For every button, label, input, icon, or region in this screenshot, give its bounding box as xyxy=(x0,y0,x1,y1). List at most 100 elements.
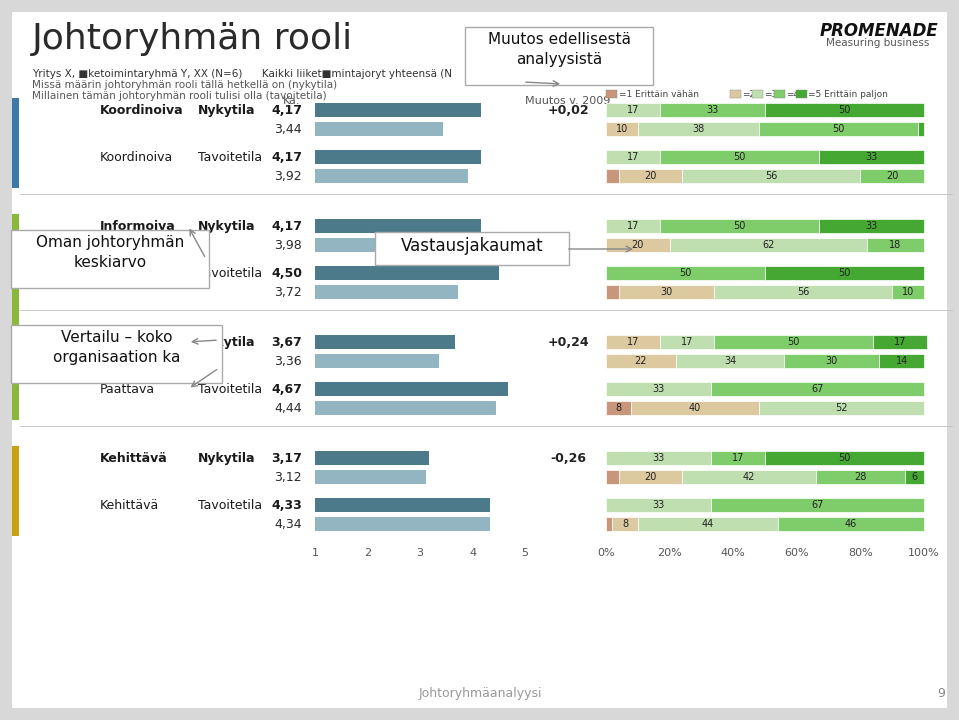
FancyBboxPatch shape xyxy=(11,325,222,383)
FancyBboxPatch shape xyxy=(315,285,457,299)
Text: =2: =2 xyxy=(742,90,756,99)
Text: 33: 33 xyxy=(865,221,877,231)
FancyBboxPatch shape xyxy=(606,451,711,465)
Text: 50: 50 xyxy=(679,268,691,278)
Text: 20: 20 xyxy=(632,240,644,250)
Text: Nykytila: Nykytila xyxy=(198,220,255,233)
Text: 6: 6 xyxy=(911,472,918,482)
FancyBboxPatch shape xyxy=(12,446,19,536)
FancyBboxPatch shape xyxy=(711,382,924,396)
FancyBboxPatch shape xyxy=(315,219,481,233)
Text: Nykytila: Nykytila xyxy=(198,452,255,465)
Text: Muutos v. 2009: Muutos v. 2009 xyxy=(526,96,611,106)
Text: +0,02: +0,02 xyxy=(548,104,589,117)
Text: 8: 8 xyxy=(616,403,621,413)
Text: 18: 18 xyxy=(889,240,901,250)
Text: 33: 33 xyxy=(652,500,665,510)
Text: =3: =3 xyxy=(764,90,778,99)
Text: 17: 17 xyxy=(627,105,640,115)
FancyBboxPatch shape xyxy=(638,122,759,136)
Text: Nykytila: Nykytila xyxy=(198,104,255,117)
Text: 52: 52 xyxy=(835,403,848,413)
Text: 4,17: 4,17 xyxy=(271,151,302,164)
FancyBboxPatch shape xyxy=(606,219,660,233)
FancyBboxPatch shape xyxy=(12,12,947,708)
Text: 50: 50 xyxy=(787,337,800,347)
FancyBboxPatch shape xyxy=(606,266,765,280)
Text: 3,36: 3,36 xyxy=(274,355,302,368)
FancyBboxPatch shape xyxy=(631,401,759,415)
FancyBboxPatch shape xyxy=(682,470,816,484)
Text: 4,67: 4,67 xyxy=(271,383,302,396)
FancyBboxPatch shape xyxy=(676,354,784,368)
Text: +0,24: +0,24 xyxy=(548,336,589,349)
Text: 17: 17 xyxy=(894,337,906,347)
Text: 10: 10 xyxy=(902,287,914,297)
Text: 3,17: 3,17 xyxy=(271,452,302,465)
Text: Koordinoiva: Koordinoiva xyxy=(100,151,174,164)
Text: 3,92: 3,92 xyxy=(274,170,302,183)
FancyBboxPatch shape xyxy=(315,354,439,368)
Text: 50: 50 xyxy=(832,124,844,134)
Text: 4,17: 4,17 xyxy=(271,220,302,233)
FancyBboxPatch shape xyxy=(711,498,924,512)
Text: 100%: 100% xyxy=(908,548,940,558)
Text: 28: 28 xyxy=(854,472,867,482)
Text: 30: 30 xyxy=(661,287,672,297)
Text: 14: 14 xyxy=(896,356,908,366)
FancyBboxPatch shape xyxy=(315,103,481,117)
Text: =5 Erittäin paljon: =5 Erittäin paljon xyxy=(808,90,888,99)
Text: 44: 44 xyxy=(702,519,713,529)
FancyBboxPatch shape xyxy=(765,266,924,280)
FancyBboxPatch shape xyxy=(606,238,669,252)
FancyBboxPatch shape xyxy=(606,150,660,164)
Text: 40%: 40% xyxy=(721,548,745,558)
FancyBboxPatch shape xyxy=(759,401,924,415)
Text: 62: 62 xyxy=(762,240,774,250)
Text: 4,33: 4,33 xyxy=(271,499,302,512)
Text: 2: 2 xyxy=(363,548,371,558)
FancyBboxPatch shape xyxy=(606,169,619,183)
FancyBboxPatch shape xyxy=(873,335,927,349)
FancyBboxPatch shape xyxy=(11,230,209,288)
FancyBboxPatch shape xyxy=(867,238,924,252)
Text: 5: 5 xyxy=(522,548,528,558)
FancyBboxPatch shape xyxy=(606,517,613,531)
Text: Tavoitetila: Tavoitetila xyxy=(198,151,262,164)
Text: 40: 40 xyxy=(689,403,701,413)
Text: 80%: 80% xyxy=(848,548,873,558)
Text: 50: 50 xyxy=(838,453,851,463)
Text: Missä määrin johtoryhmän rooli tällä hetkellä on (nykytila): Missä määrin johtoryhmän rooli tällä het… xyxy=(32,80,338,90)
Text: 1: 1 xyxy=(312,548,318,558)
FancyBboxPatch shape xyxy=(375,232,569,265)
FancyBboxPatch shape xyxy=(315,517,490,531)
Text: 20: 20 xyxy=(644,472,657,482)
FancyBboxPatch shape xyxy=(12,98,19,188)
FancyBboxPatch shape xyxy=(765,451,924,465)
Text: Millainen tämän johtoryhmän rooli tulisi olla (tavoitetila): Millainen tämän johtoryhmän rooli tulisi… xyxy=(32,91,327,101)
Text: 22: 22 xyxy=(635,356,647,366)
Text: 34: 34 xyxy=(724,356,737,366)
Text: Nykytila: Nykytila xyxy=(198,336,255,349)
Text: 17: 17 xyxy=(627,152,640,162)
Text: 20: 20 xyxy=(644,171,657,181)
FancyBboxPatch shape xyxy=(606,354,676,368)
Text: 17: 17 xyxy=(681,337,693,347)
Text: Muutos edellisestä
analyysistä: Muutos edellisestä analyysistä xyxy=(487,32,630,67)
Text: 17: 17 xyxy=(627,337,640,347)
FancyBboxPatch shape xyxy=(606,285,619,299)
Text: Vastausjakaumat: Vastausjakaumat xyxy=(401,237,544,255)
Text: 3,12: 3,12 xyxy=(274,471,302,484)
Text: Kehittävä: Kehittävä xyxy=(100,452,168,465)
FancyBboxPatch shape xyxy=(816,470,905,484)
FancyBboxPatch shape xyxy=(606,401,631,415)
Text: Informoiva: Informoiva xyxy=(100,267,167,280)
FancyBboxPatch shape xyxy=(315,335,456,349)
Text: PROMENADE: PROMENADE xyxy=(820,22,939,40)
Text: 8: 8 xyxy=(622,519,628,529)
Text: Ka.: Ka. xyxy=(283,96,301,106)
FancyBboxPatch shape xyxy=(819,150,924,164)
FancyBboxPatch shape xyxy=(315,498,490,512)
FancyBboxPatch shape xyxy=(315,238,472,252)
FancyBboxPatch shape xyxy=(606,335,660,349)
